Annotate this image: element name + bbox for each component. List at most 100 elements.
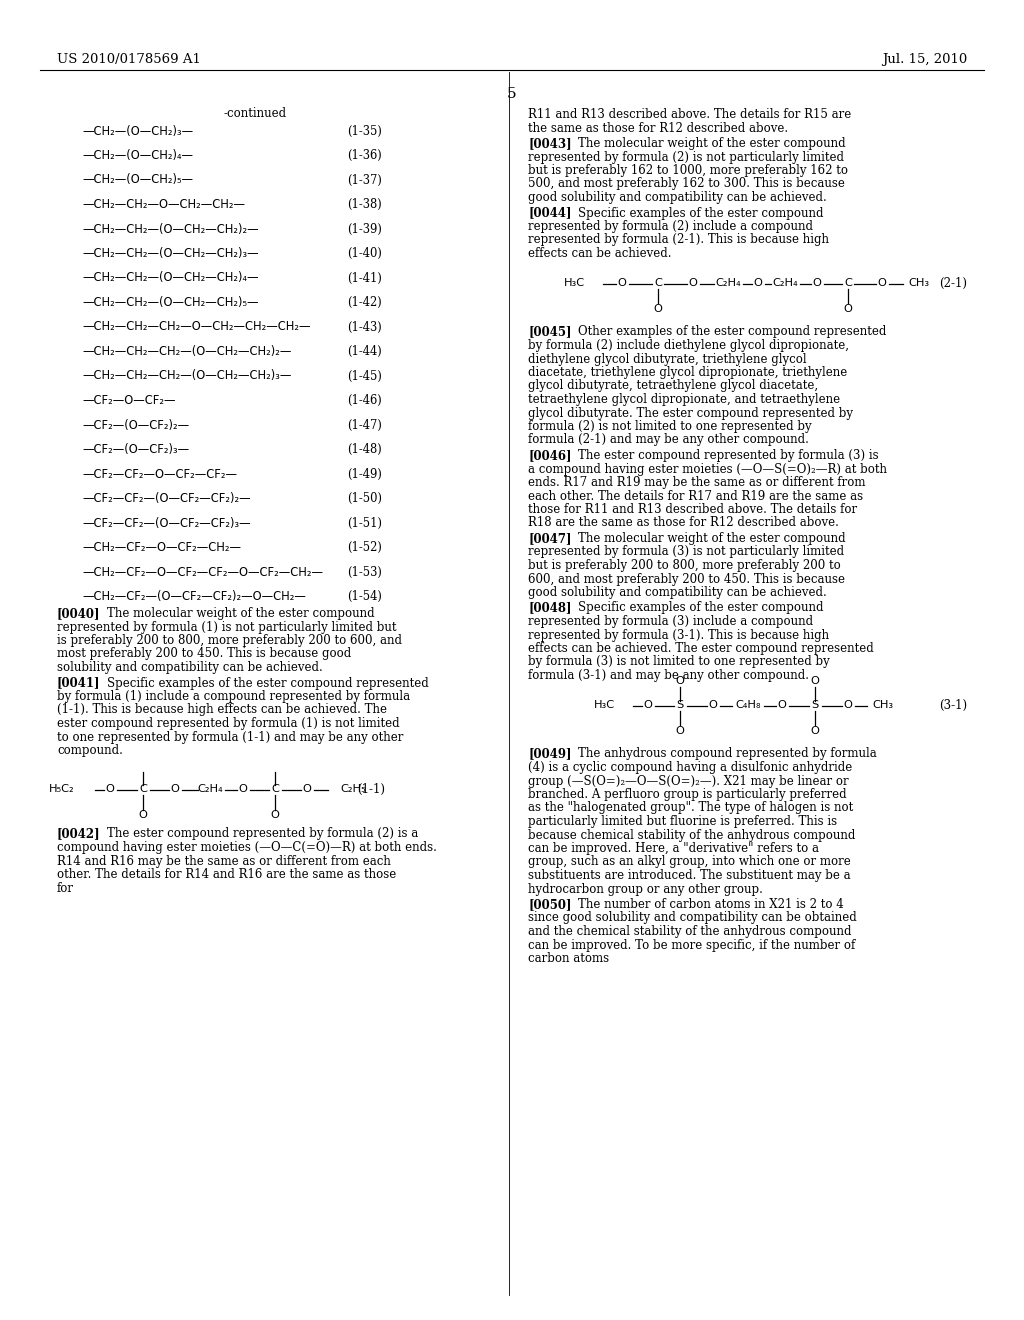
Text: (1-52): (1-52)	[347, 541, 382, 554]
Text: because chemical stability of the anhydrous compound: because chemical stability of the anhydr…	[528, 829, 855, 842]
Text: —CF₂—(O—CF₂)₃—: —CF₂—(O—CF₂)₃—	[82, 444, 189, 455]
Text: for: for	[57, 882, 74, 895]
Text: [0046]: [0046]	[528, 449, 571, 462]
Text: group (—S(O=)₂—O—S(O=)₂—). X21 may be linear or: group (—S(O=)₂—O—S(O=)₂—). X21 may be li…	[528, 775, 849, 788]
Text: can be improved. Here, a "derivative" refers to a: can be improved. Here, a "derivative" re…	[528, 842, 819, 855]
Text: since good solubility and compatibility can be obtained: since good solubility and compatibility …	[528, 912, 857, 924]
Text: —CF₂—CF₂—O—CF₂—CF₂—: —CF₂—CF₂—O—CF₂—CF₂—	[82, 467, 237, 480]
Text: —CH₂—CF₂—O—CF₂—CF₂—O—CF₂—CH₂—: —CH₂—CF₂—O—CF₂—CF₂—O—CF₂—CH₂—	[82, 565, 323, 578]
Text: Other examples of the ester compound represented: Other examples of the ester compound rep…	[562, 326, 886, 338]
Text: represented by formula (2-1). This is because high: represented by formula (2-1). This is be…	[528, 234, 829, 247]
Text: effects can be achieved. The ester compound represented: effects can be achieved. The ester compo…	[528, 642, 873, 655]
Text: [0044]: [0044]	[528, 206, 571, 219]
Text: O: O	[844, 304, 852, 314]
Text: R14 and R16 may be the same as or different from each: R14 and R16 may be the same as or differ…	[57, 854, 391, 867]
Text: O: O	[709, 701, 718, 710]
Text: H₅C₂: H₅C₂	[49, 784, 75, 795]
Text: C₂H₅: C₂H₅	[340, 784, 366, 795]
Text: —CF₂—(O—CF₂)₂—: —CF₂—(O—CF₂)₂—	[82, 418, 189, 432]
Text: R11 and R13 described above. The details for R15 are: R11 and R13 described above. The details…	[528, 108, 851, 121]
Text: —CH₂—CH₂—CH₂—(O—CH₂—CH₂)₂—: —CH₂—CH₂—CH₂—(O—CH₂—CH₂)₂—	[82, 345, 292, 358]
Text: O: O	[676, 726, 684, 735]
Text: O: O	[617, 279, 627, 289]
Text: as the "halogenated group". The type of halogen is not: as the "halogenated group". The type of …	[528, 801, 853, 814]
Text: O: O	[653, 304, 663, 314]
Text: O: O	[878, 279, 887, 289]
Text: (2-1): (2-1)	[939, 277, 967, 290]
Text: each other. The details for R17 and R19 are the same as: each other. The details for R17 and R19 …	[528, 490, 863, 503]
Text: other. The details for R14 and R16 are the same as those: other. The details for R14 and R16 are t…	[57, 869, 396, 880]
Text: [0040]: [0040]	[57, 607, 100, 620]
Text: formula (3-1) and may be any other compound.: formula (3-1) and may be any other compo…	[528, 669, 809, 682]
Text: by formula (1) include a compound represented by formula: by formula (1) include a compound repres…	[57, 690, 411, 704]
Text: (1-36): (1-36)	[347, 149, 382, 162]
Text: compound.: compound.	[57, 744, 123, 756]
Text: The molecular weight of the ester compound: The molecular weight of the ester compou…	[562, 137, 845, 150]
Text: [0045]: [0045]	[528, 326, 571, 338]
Text: [0043]: [0043]	[528, 137, 571, 150]
Text: US 2010/0178569 A1: US 2010/0178569 A1	[57, 53, 201, 66]
Text: [0048]: [0048]	[528, 602, 571, 615]
Text: O: O	[676, 676, 684, 685]
Text: 5: 5	[507, 87, 517, 102]
Text: —CH₂—CH₂—(O—CH₂—CH₂)₂—: —CH₂—CH₂—(O—CH₂—CH₂)₂—	[82, 223, 259, 235]
Text: O: O	[138, 810, 147, 821]
Text: O: O	[270, 810, 280, 821]
Text: O: O	[811, 676, 819, 685]
Text: and the chemical stability of the anhydrous compound: and the chemical stability of the anhydr…	[528, 925, 852, 939]
Text: is preferably 200 to 800, more preferably 200 to 600, and: is preferably 200 to 800, more preferabl…	[57, 634, 402, 647]
Text: S: S	[811, 701, 818, 710]
Text: O: O	[813, 279, 821, 289]
Text: O: O	[105, 784, 115, 795]
Text: (1-41): (1-41)	[347, 272, 382, 285]
Text: (1-38): (1-38)	[347, 198, 382, 211]
Text: O: O	[171, 784, 179, 795]
Text: 500, and most preferably 162 to 300. This is because: 500, and most preferably 162 to 300. Thi…	[528, 177, 845, 190]
Text: but is preferably 162 to 1000, more preferably 162 to: but is preferably 162 to 1000, more pref…	[528, 164, 848, 177]
Text: (1-51): (1-51)	[347, 516, 382, 529]
Text: C: C	[139, 784, 146, 795]
Text: by formula (2) include diethylene glycol dipropionate,: by formula (2) include diethylene glycol…	[528, 339, 849, 352]
Text: can be improved. To be more specific, if the number of: can be improved. To be more specific, if…	[528, 939, 855, 952]
Text: The ester compound represented by formula (3) is: The ester compound represented by formul…	[562, 449, 879, 462]
Text: C: C	[654, 279, 662, 289]
Text: (1-40): (1-40)	[347, 247, 382, 260]
Text: (1-35): (1-35)	[347, 124, 382, 137]
Text: —CH₂—CH₂—O—CH₂—CH₂—: —CH₂—CH₂—O—CH₂—CH₂—	[82, 198, 245, 211]
Text: (1-1): (1-1)	[357, 783, 385, 796]
Text: ends. R17 and R19 may be the same as or different from: ends. R17 and R19 may be the same as or …	[528, 477, 865, 488]
Text: represented by formula (3-1). This is because high: represented by formula (3-1). This is be…	[528, 628, 829, 642]
Text: Specific examples of the ester compound: Specific examples of the ester compound	[562, 602, 823, 615]
Text: —CF₂—CF₂—(O—CF₂—CF₂)₃—: —CF₂—CF₂—(O—CF₂—CF₂)₃—	[82, 516, 251, 529]
Text: effects can be achieved.: effects can be achieved.	[528, 247, 672, 260]
Text: good solubility and compatibility can be achieved.: good solubility and compatibility can be…	[528, 586, 826, 599]
Text: C₄H₈: C₄H₈	[735, 701, 761, 710]
Text: —CH₂—CH₂—CH₂—(O—CH₂—CH₂)₃—: —CH₂—CH₂—CH₂—(O—CH₂—CH₂)₃—	[82, 370, 292, 383]
Text: good solubility and compatibility can be achieved.: good solubility and compatibility can be…	[528, 191, 826, 205]
Text: [0050]: [0050]	[528, 898, 571, 911]
Text: (1-42): (1-42)	[347, 296, 382, 309]
Text: (1-45): (1-45)	[347, 370, 382, 383]
Text: (1-1). This is because high effects can be achieved. The: (1-1). This is because high effects can …	[57, 704, 387, 717]
Text: by formula (3) is not limited to one represented by: by formula (3) is not limited to one rep…	[528, 656, 829, 668]
Text: (1-43): (1-43)	[347, 321, 382, 334]
Text: 600, and most preferably 200 to 450. This is because: 600, and most preferably 200 to 450. Thi…	[528, 573, 845, 586]
Text: H₃C: H₃C	[564, 279, 585, 289]
Text: O: O	[302, 784, 311, 795]
Text: —CH₂—(O—CH₂)₄—: —CH₂—(O—CH₂)₄—	[82, 149, 193, 162]
Text: R18 are the same as those for R12 described above.: R18 are the same as those for R12 descri…	[528, 516, 839, 529]
Text: The anhydrous compound represented by formula: The anhydrous compound represented by fo…	[562, 747, 877, 760]
Text: -continued: -continued	[223, 107, 287, 120]
Text: tetraethylene glycol dipropionate, and tetraethylene: tetraethylene glycol dipropionate, and t…	[528, 393, 840, 407]
Text: O: O	[811, 726, 819, 735]
Text: (1-47): (1-47)	[347, 418, 382, 432]
Text: represented by formula (2) include a compound: represented by formula (2) include a com…	[528, 220, 813, 234]
Text: hydrocarbon group or any other group.: hydrocarbon group or any other group.	[528, 883, 763, 895]
Text: but is preferably 200 to 800, more preferably 200 to: but is preferably 200 to 800, more prefe…	[528, 558, 841, 572]
Text: (1-49): (1-49)	[347, 467, 382, 480]
Text: (3-1): (3-1)	[939, 700, 967, 711]
Text: solubility and compatibility can be achieved.: solubility and compatibility can be achi…	[57, 661, 323, 675]
Text: CH₃: CH₃	[872, 701, 893, 710]
Text: (1-54): (1-54)	[347, 590, 382, 603]
Text: (1-48): (1-48)	[347, 444, 382, 455]
